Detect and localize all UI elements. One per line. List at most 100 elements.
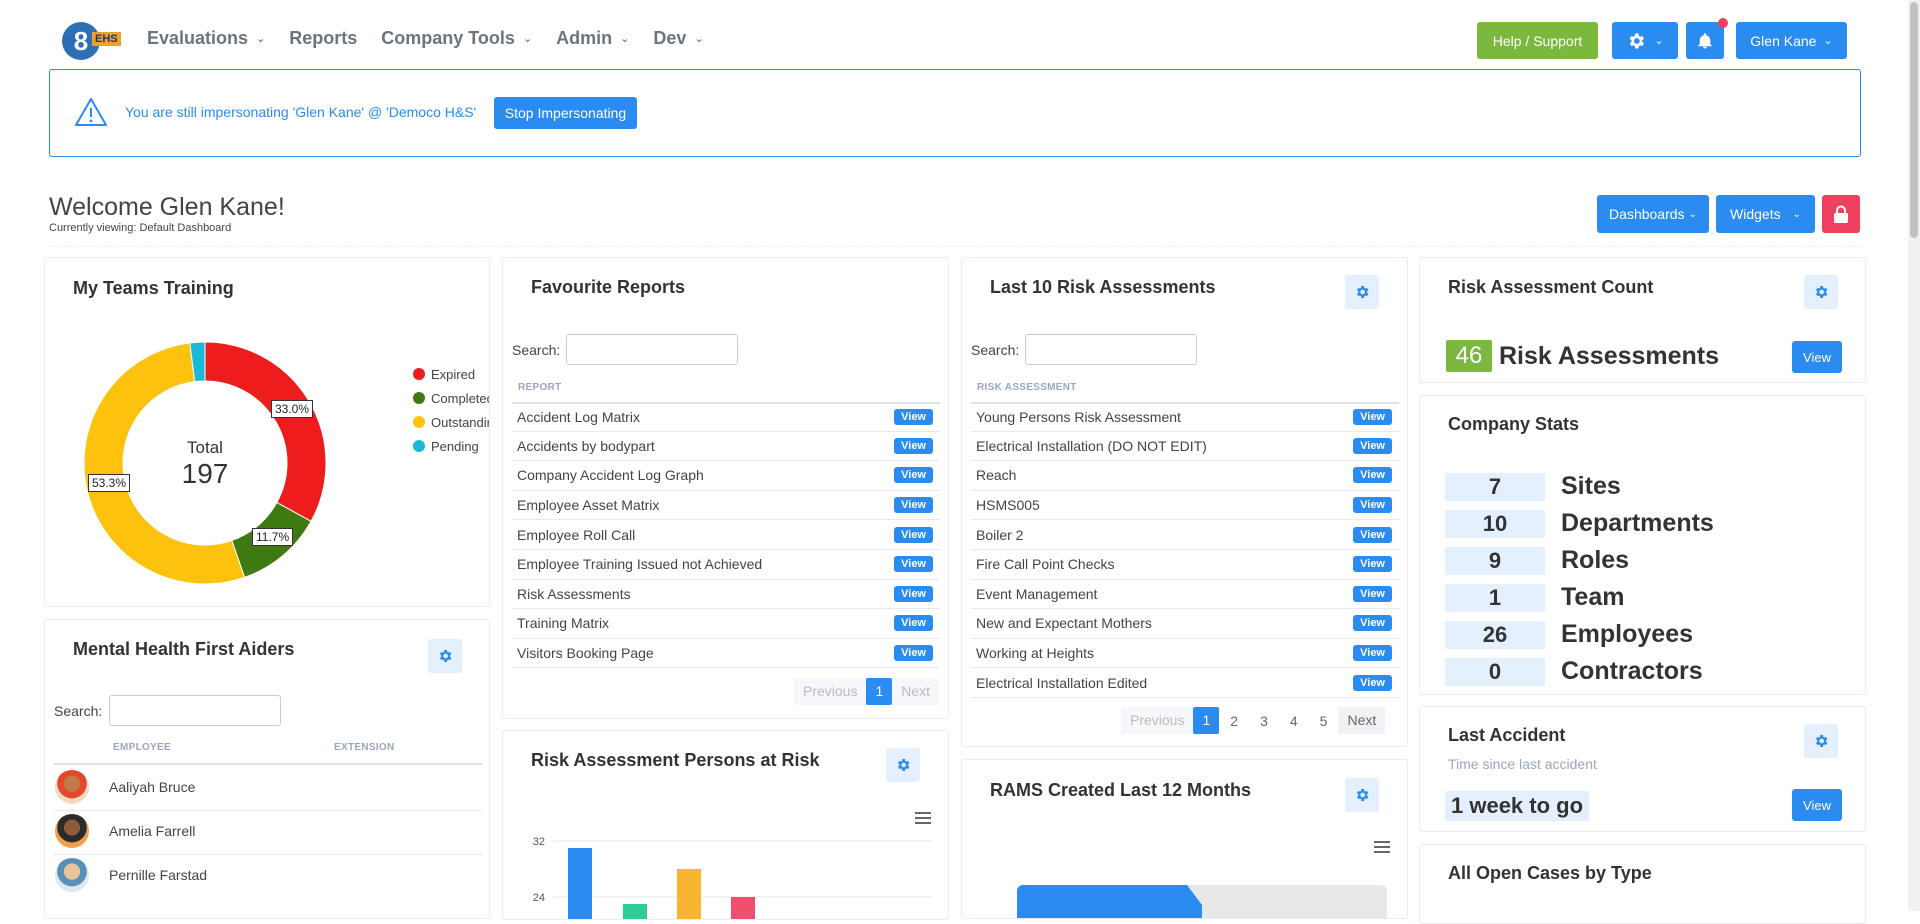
previous-button[interactable]: Previous bbox=[1121, 707, 1194, 734]
chart-menu-icon[interactable] bbox=[1374, 840, 1390, 854]
company-logo[interactable]: 8 EHS bbox=[62, 22, 126, 60]
view-button[interactable]: View bbox=[894, 409, 933, 426]
view-button[interactable]: View bbox=[1353, 585, 1392, 602]
table-row[interactable]: Aaliyah Bruce bbox=[55, 770, 195, 804]
column-header-employee[interactable]: EMPLOYEE bbox=[113, 742, 171, 753]
bar[interactable] bbox=[677, 869, 701, 920]
bar[interactable] bbox=[623, 904, 647, 920]
bar[interactable] bbox=[731, 897, 755, 920]
table-row[interactable]: Employee Asset Matrix View bbox=[512, 491, 940, 521]
legend-item-outstanding[interactable]: Outstanding bbox=[413, 410, 489, 434]
open-cases-widget: All Open Cases by Type bbox=[1419, 844, 1866, 924]
widgets-button[interactable]: Widgets ⌄ bbox=[1716, 195, 1815, 233]
widget-settings-button[interactable] bbox=[886, 748, 920, 782]
lock-dashboard-button[interactable] bbox=[1822, 195, 1860, 233]
table-row[interactable]: Pernille Farstad bbox=[55, 858, 207, 892]
nav-reports[interactable]: Reports bbox=[289, 28, 357, 49]
chart-menu-icon[interactable] bbox=[915, 811, 931, 825]
view-button[interactable]: View bbox=[1353, 467, 1392, 484]
view-button[interactable]: View bbox=[894, 645, 933, 662]
view-button[interactable]: View bbox=[894, 497, 933, 514]
column-header-extension[interactable]: EXTENSION bbox=[334, 742, 395, 753]
nav-company-tools[interactable]: Company Tools ⌄ bbox=[381, 28, 532, 49]
donut-slice-expired[interactable] bbox=[204, 341, 327, 522]
legend-item-completed[interactable]: Completed bbox=[413, 386, 489, 410]
search-input[interactable] bbox=[566, 334, 738, 365]
table-row[interactable]: Event Management View bbox=[971, 580, 1399, 610]
table-row[interactable]: Visitors Booking Page View bbox=[512, 639, 940, 669]
table-row[interactable]: Employee Roll Call View bbox=[512, 520, 940, 550]
legend-item-pending[interactable]: Pending bbox=[413, 434, 489, 458]
view-button[interactable]: View bbox=[894, 585, 933, 602]
table-row[interactable]: New and Expectant Mothers View bbox=[971, 609, 1399, 639]
y-tick-label: 24 bbox=[533, 892, 545, 904]
view-button[interactable]: View bbox=[1353, 409, 1392, 426]
table-row[interactable]: Accidents by bodypart View bbox=[512, 432, 940, 462]
view-button[interactable]: View bbox=[1353, 615, 1392, 632]
view-button[interactable]: View bbox=[1353, 526, 1392, 543]
stop-impersonating-button[interactable]: Stop Impersonating bbox=[494, 97, 637, 129]
scrollbar-thumb[interactable] bbox=[1910, 2, 1918, 238]
widget-settings-button[interactable] bbox=[1804, 275, 1838, 309]
page-1-button[interactable]: 1 bbox=[866, 678, 893, 705]
view-button[interactable]: View bbox=[1353, 497, 1392, 514]
view-button[interactable]: View bbox=[1353, 556, 1392, 573]
widget-settings-button[interactable] bbox=[1345, 778, 1379, 812]
notifications-button[interactable] bbox=[1686, 22, 1724, 59]
view-button[interactable]: View bbox=[894, 437, 933, 454]
table-row[interactable]: Boiler 2 View bbox=[971, 520, 1399, 550]
table-row[interactable]: Reach View bbox=[971, 461, 1399, 491]
help-support-button[interactable]: Help / Support bbox=[1477, 22, 1598, 59]
page-3-button[interactable]: 3 bbox=[1260, 712, 1268, 729]
view-accident-button[interactable]: View bbox=[1792, 789, 1842, 821]
view-button[interactable]: View bbox=[894, 556, 933, 573]
table-row[interactable]: Accident Log Matrix View bbox=[512, 402, 940, 432]
search-input[interactable] bbox=[1025, 334, 1197, 365]
table-row[interactable]: Company Accident Log Graph View bbox=[512, 461, 940, 491]
page-1-button[interactable]: 1 bbox=[1193, 707, 1220, 734]
table-row[interactable]: Young Persons Risk Assessment View bbox=[971, 402, 1399, 432]
table-row[interactable]: Training Matrix View bbox=[512, 609, 940, 639]
previous-button[interactable]: Previous bbox=[794, 678, 867, 705]
dashboards-button[interactable]: Dashboards ⌄ bbox=[1597, 195, 1709, 233]
settings-menu-button[interactable]: ⌄ bbox=[1612, 22, 1678, 59]
donut-slice-pending[interactable] bbox=[189, 341, 206, 383]
column-header-report[interactable]: REPORT bbox=[518, 382, 562, 393]
view-button[interactable]: View bbox=[1353, 645, 1392, 662]
stat-label: Departments bbox=[1561, 509, 1714, 537]
table-row[interactable]: Working at Heights View bbox=[971, 639, 1399, 669]
widget-settings-button[interactable] bbox=[1345, 275, 1379, 309]
nav-admin[interactable]: Admin ⌄ bbox=[556, 28, 629, 49]
user-menu-button[interactable]: Glen Kane ⌄ bbox=[1736, 22, 1847, 59]
chevron-down-icon: ⌄ bbox=[694, 33, 704, 45]
view-button[interactable]: View bbox=[894, 526, 933, 543]
table-row[interactable]: Electrical Installation (DO NOT EDIT) Vie… bbox=[971, 432, 1399, 462]
next-button[interactable]: Next bbox=[1338, 707, 1386, 734]
widget-settings-button[interactable] bbox=[1804, 724, 1838, 758]
next-button[interactable]: Next bbox=[892, 678, 940, 705]
view-button[interactable]: View bbox=[894, 615, 933, 632]
legend-item-expired[interactable]: Expired bbox=[413, 362, 489, 386]
column-header-risk-assessment[interactable]: RISK ASSESSMENT bbox=[977, 382, 1077, 393]
search-input[interactable] bbox=[109, 695, 281, 726]
view-button[interactable]: View bbox=[1353, 437, 1392, 454]
nav-evaluations[interactable]: Evaluations ⌄ bbox=[147, 28, 265, 49]
nav-dev[interactable]: Dev ⌄ bbox=[653, 28, 703, 49]
widget-settings-button[interactable] bbox=[428, 639, 462, 673]
page-scrollbar[interactable] bbox=[1908, 0, 1920, 911]
table-row[interactable]: Amelia Farrell bbox=[55, 814, 195, 848]
table-row[interactable]: Risk Assessments View bbox=[512, 580, 940, 610]
page-2-button[interactable]: 2 bbox=[1230, 712, 1239, 729]
view-risk-assessments-button[interactable]: View bbox=[1792, 341, 1842, 373]
view-button[interactable]: View bbox=[1353, 674, 1392, 691]
donut-slice-outstanding[interactable] bbox=[83, 342, 246, 585]
table-row[interactable]: HSMS005 View bbox=[971, 491, 1399, 521]
table-row[interactable]: Electrical Installation Edited View bbox=[971, 668, 1399, 698]
view-button[interactable]: View bbox=[894, 467, 933, 484]
table-row[interactable]: Fire Call Point Checks View bbox=[971, 550, 1399, 580]
page-4-button[interactable]: 4 bbox=[1289, 712, 1298, 729]
persons-at-risk-bar-chart: 32 24 bbox=[533, 836, 933, 920]
bar[interactable] bbox=[568, 848, 592, 920]
table-row[interactable]: Employee Training Issued not Achieved Vie… bbox=[512, 550, 940, 580]
page-5-button[interactable]: 5 bbox=[1319, 712, 1328, 729]
